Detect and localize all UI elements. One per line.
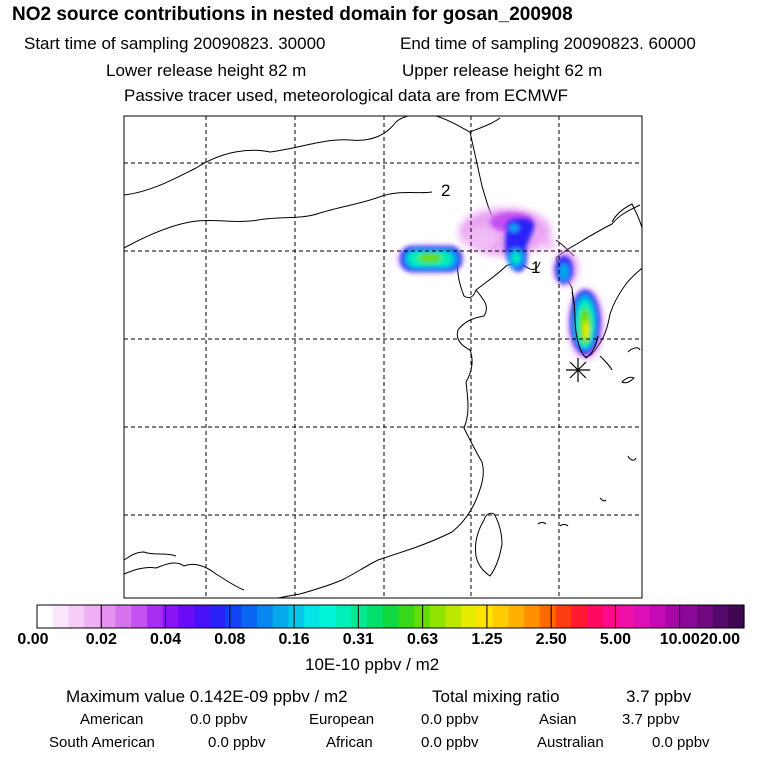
upper-release-height: Upper release height 62 m bbox=[402, 61, 603, 80]
total-mixing-value: 3.7 ppbv bbox=[626, 687, 692, 706]
receptor-marker bbox=[566, 358, 590, 382]
colorbar-swatch bbox=[37, 605, 54, 628]
colorbar-tick-label: 0.63 bbox=[407, 631, 439, 648]
colorbar-swatch bbox=[194, 605, 211, 628]
colorbar-tick-label: 1.25 bbox=[471, 631, 503, 648]
colorbar-tick-label: 0.04 bbox=[149, 631, 182, 648]
colorbar-swatch bbox=[602, 605, 619, 628]
region-name-american: American bbox=[80, 711, 144, 728]
colorbar-tick-label: 0.00 bbox=[17, 631, 49, 648]
end-time: End time of sampling 20090823. 60000 bbox=[400, 34, 696, 53]
colorbar-swatch bbox=[728, 605, 745, 628]
colorbar-tick-label: 0.08 bbox=[214, 631, 246, 648]
colorbar-swatch bbox=[524, 605, 541, 628]
colorbar-swatch bbox=[178, 605, 195, 628]
colorbar-units: 10E-10 ppbv / m2 bbox=[305, 655, 440, 674]
region-value-australian: 0.0 ppbv bbox=[652, 734, 710, 751]
colorbar bbox=[37, 605, 745, 628]
colorbar-swatch bbox=[429, 605, 447, 628]
region-value-asian: 3.7 ppbv bbox=[622, 711, 680, 728]
colorbar-swatch bbox=[225, 605, 242, 628]
colorbar-swatch bbox=[649, 605, 667, 628]
colorbar-swatch bbox=[99, 605, 117, 628]
colorbar-swatch bbox=[445, 605, 462, 628]
colorbar-swatch bbox=[476, 605, 494, 628]
colorbar-tick-label: 5.00 bbox=[599, 631, 632, 648]
colorbar-tick-label: 20.00 bbox=[699, 631, 741, 648]
colorbar-swatch bbox=[319, 605, 337, 628]
colorbar-swatch bbox=[461, 605, 478, 628]
colorbar-swatch bbox=[162, 605, 179, 628]
grid-lines bbox=[124, 116, 642, 598]
colorbar-swatch bbox=[712, 605, 729, 628]
region-name-south-american: South American bbox=[49, 734, 155, 751]
start-time: Start time of sampling 20090823. 30000 bbox=[24, 34, 326, 53]
region-value-european: 0.0 ppbv bbox=[421, 711, 479, 728]
lower-release-height: Lower release height 82 m bbox=[106, 61, 307, 80]
total-mixing-label: Total mixing ratio bbox=[432, 687, 560, 706]
colorbar-swatch bbox=[366, 605, 384, 628]
colorbar-swatch bbox=[272, 605, 289, 628]
colorbar-tick-label: 0.31 bbox=[342, 631, 374, 648]
colorbar-swatch bbox=[84, 605, 101, 628]
tracer-note: Passive tracer used, meteorological data… bbox=[124, 86, 569, 105]
colorbar-swatch bbox=[115, 605, 132, 628]
colorbar-swatch bbox=[634, 605, 651, 628]
colorbar-swatch bbox=[241, 605, 258, 628]
region-name-european: European bbox=[309, 711, 375, 728]
colorbar-swatch bbox=[681, 605, 698, 628]
colorbar-swatch bbox=[555, 605, 572, 628]
region-value-south-american: 0.0 ppbv bbox=[208, 734, 266, 751]
colorbar-swatch bbox=[665, 605, 682, 628]
map-label-2: 2 bbox=[441, 181, 450, 200]
colorbar-swatch bbox=[146, 605, 164, 628]
maximum-value: Maximum value 0.142E-09 ppbv / m2 bbox=[66, 687, 348, 706]
colorbar-swatch bbox=[618, 605, 635, 628]
colorbar-swatch bbox=[508, 605, 525, 628]
plot-title: NO2 source contributions in nested domai… bbox=[12, 4, 573, 25]
colorbar-swatch bbox=[288, 605, 305, 628]
colorbar-swatch bbox=[571, 605, 588, 628]
map-frame bbox=[123, 115, 643, 599]
colorbar-swatch bbox=[131, 605, 148, 628]
region-value-african: 0.0 ppbv bbox=[421, 734, 479, 751]
colorbar-swatch bbox=[492, 605, 509, 628]
region-name-asian: Asian bbox=[539, 711, 577, 728]
colorbar-swatch bbox=[52, 605, 70, 628]
region-name-australian: Australian bbox=[537, 734, 604, 751]
colorbar-swatch bbox=[382, 605, 399, 628]
region-value-american: 0.0 ppbv bbox=[190, 711, 248, 728]
colorbar-swatch bbox=[256, 605, 274, 628]
colorbar-swatch bbox=[304, 605, 321, 628]
colorbar-swatch bbox=[335, 605, 352, 628]
colorbar-swatch bbox=[696, 605, 714, 628]
coastlines bbox=[124, 116, 642, 598]
colorbar-swatch bbox=[539, 605, 557, 628]
map-label-1: 1 bbox=[531, 258, 540, 277]
colorbar-swatch bbox=[398, 605, 415, 628]
region-name-african: African bbox=[326, 734, 373, 751]
colorbar-swatch bbox=[68, 605, 85, 628]
colorbar-tick-label: 0.16 bbox=[278, 631, 310, 648]
colorbar-swatch bbox=[351, 605, 368, 628]
colorbar-tick-label: 0.02 bbox=[85, 631, 117, 648]
colorbar-swatch bbox=[586, 605, 604, 628]
colorbar-tick-label: 2.50 bbox=[535, 631, 567, 648]
plume-halo bbox=[396, 208, 602, 358]
colorbar-swatch bbox=[209, 605, 227, 628]
colorbar-tick-label: 10.00 bbox=[659, 631, 700, 648]
